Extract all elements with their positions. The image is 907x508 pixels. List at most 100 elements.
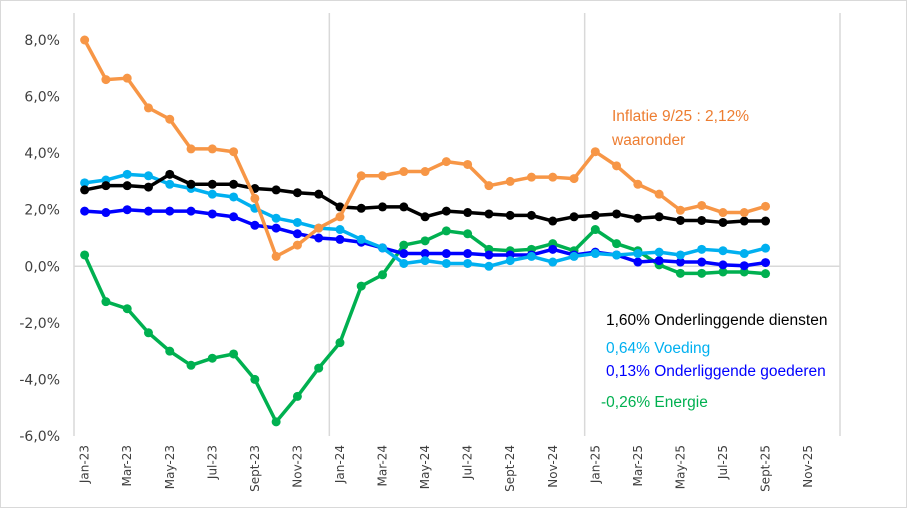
data-point: [292, 391, 302, 401]
data-point: [378, 270, 388, 280]
data-point: [569, 174, 579, 184]
data-point: [271, 185, 281, 195]
data-point: [250, 193, 260, 203]
data-point: [271, 417, 281, 427]
data-point: [314, 233, 324, 243]
x-tick-label: Mar-24: [376, 445, 390, 486]
data-point: [335, 212, 345, 222]
data-point: [526, 251, 536, 261]
data-point: [463, 249, 473, 259]
x-tick-label: Mar-25: [631, 445, 645, 486]
data-point: [186, 206, 196, 216]
x-tick-label: Nov-24: [546, 445, 560, 488]
data-point: [633, 257, 643, 267]
y-tick-label: -4,0%: [19, 372, 60, 388]
data-point: [292, 229, 302, 239]
data-point: [122, 181, 132, 191]
x-tick-label: Nov-25: [801, 445, 815, 488]
legend-label-voeding: 0,64% Voeding: [606, 340, 711, 357]
data-point: [697, 257, 707, 267]
data-point: [697, 200, 707, 210]
data-point: [675, 257, 685, 267]
annotation-inflatie-waaronder: waaronder: [612, 132, 686, 149]
data-point: [122, 304, 132, 314]
data-point: [335, 338, 345, 348]
data-point: [207, 353, 217, 363]
data-point: [633, 213, 643, 223]
x-tick-label: Jan-25: [588, 445, 602, 484]
data-point: [441, 249, 451, 259]
data-point: [484, 261, 494, 271]
data-point: [441, 226, 451, 236]
data-point: [484, 209, 494, 219]
data-point: [271, 223, 281, 233]
gridlines: [73, 13, 841, 436]
data-point: [271, 213, 281, 223]
data-point: [569, 212, 579, 222]
legend-label-goederen: 0,13% Onderliggende goederen: [606, 363, 826, 380]
data-point: [718, 208, 728, 218]
data-point: [718, 217, 728, 227]
x-tick-label: Nov-23: [290, 445, 304, 488]
data-point: [675, 268, 685, 278]
data-point: [548, 216, 558, 226]
data-point: [165, 179, 175, 189]
y-tick-label: 2,0%: [24, 203, 60, 219]
data-point: [612, 161, 622, 171]
data-point: [484, 250, 494, 260]
data-point: [548, 244, 558, 254]
data-point: [101, 297, 111, 307]
x-tick-label: May-25: [673, 445, 687, 489]
data-point: [335, 234, 345, 244]
data-point: [165, 114, 175, 124]
data-point: [420, 249, 430, 259]
data-point: [207, 144, 217, 154]
data-point: [399, 167, 409, 177]
data-point: [761, 269, 771, 279]
data-point: [739, 216, 749, 226]
data-point: [378, 243, 388, 253]
data-point: [654, 189, 664, 199]
data-point: [80, 206, 90, 216]
data-point: [569, 251, 579, 261]
data-point: [356, 234, 366, 244]
data-point: [399, 240, 409, 250]
data-point: [143, 206, 153, 216]
data-point: [654, 212, 664, 222]
data-point: [229, 179, 239, 189]
annotation-inflatie-title: Inflatie 9/25 : 2,12%: [612, 108, 750, 125]
data-point: [612, 209, 622, 219]
data-point: [718, 260, 728, 270]
data-point: [718, 267, 728, 277]
data-point: [292, 217, 302, 227]
data-point: [122, 205, 132, 215]
data-point: [229, 192, 239, 202]
series-group: [80, 35, 771, 427]
data-point: [122, 169, 132, 179]
data-point: [548, 172, 558, 182]
data-point: [420, 167, 430, 177]
x-tick-label: Sept-24: [503, 445, 517, 492]
data-point: [612, 250, 622, 260]
data-point: [399, 249, 409, 259]
data-point: [484, 181, 494, 191]
series-onderliggende-diensten: [80, 169, 771, 227]
data-point: [101, 208, 111, 218]
data-point: [675, 250, 685, 260]
data-point: [548, 257, 558, 267]
data-point: [271, 251, 281, 261]
data-point: [207, 209, 217, 219]
data-point: [505, 256, 515, 266]
data-point: [739, 267, 749, 277]
x-tick-label: Jul-23: [205, 445, 219, 480]
data-point: [654, 256, 664, 266]
data-point: [80, 178, 90, 188]
y-tick-label: 0,0%: [24, 259, 60, 275]
data-point: [505, 210, 515, 220]
x-tick-label: Jan-24: [333, 445, 347, 484]
y-tick-label: 4,0%: [24, 146, 60, 162]
data-point: [314, 189, 324, 199]
x-tick-label: Jul-24: [461, 445, 475, 480]
data-point: [526, 210, 536, 220]
data-point: [356, 171, 366, 181]
